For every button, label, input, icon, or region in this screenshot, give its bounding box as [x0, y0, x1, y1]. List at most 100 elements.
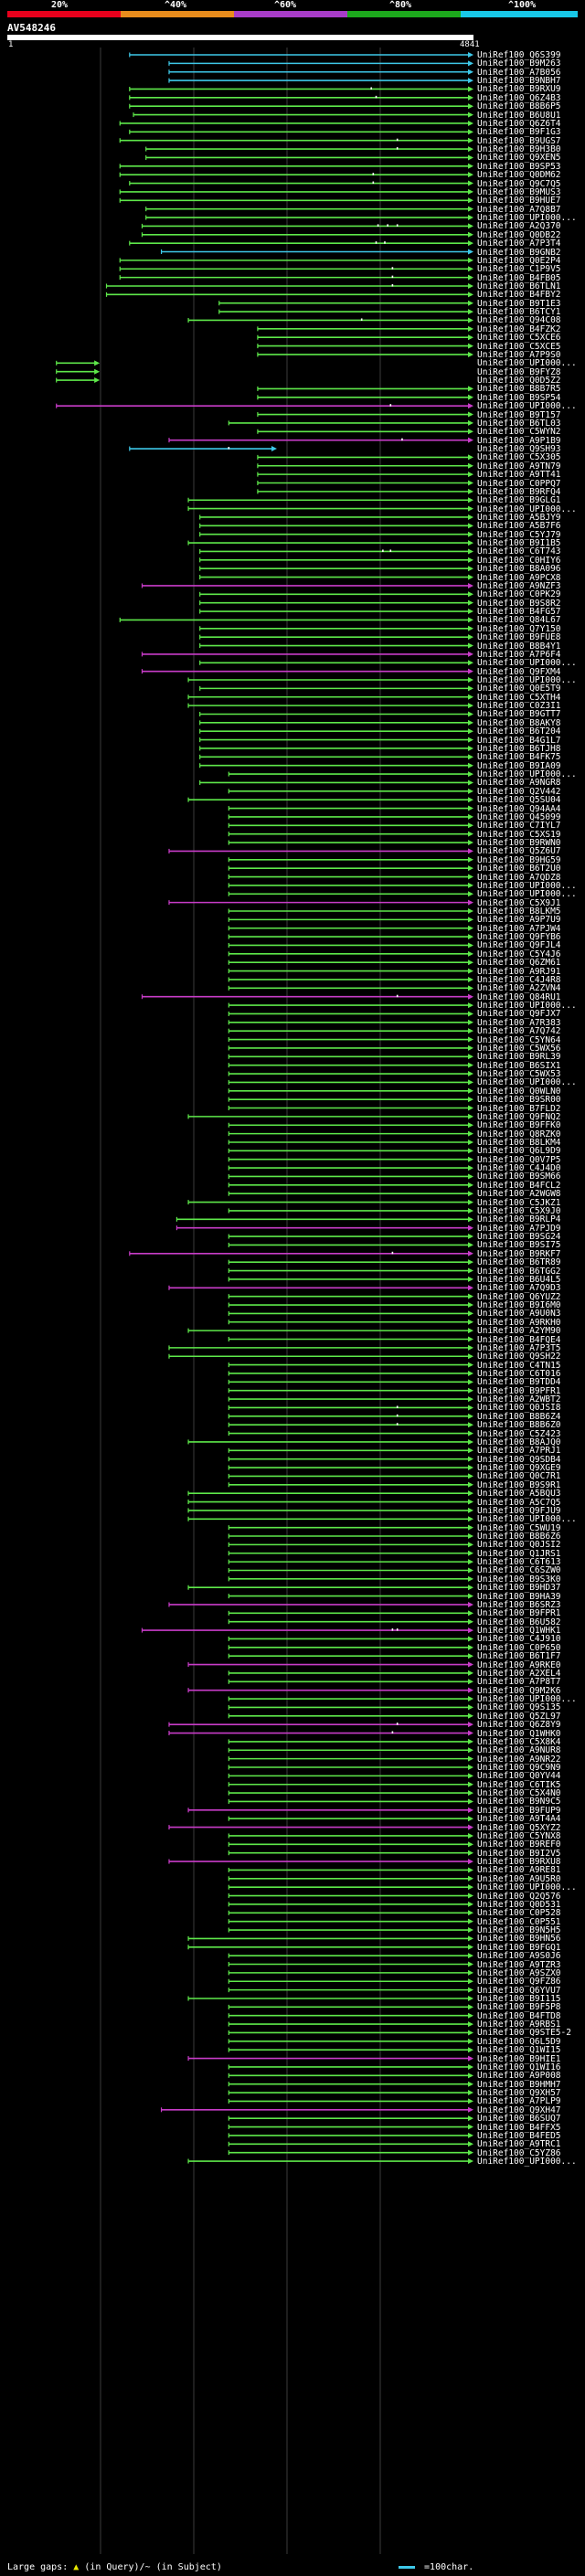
hit-label[interactable]: UniRef100_A7PRJ1: [477, 1446, 561, 1457]
hit-label[interactable]: UniRef100_B9M263: [477, 58, 561, 69]
hit-label[interactable]: UniRef100_Q9S135: [477, 1702, 561, 1713]
hit-label[interactable]: UniRef100_Q9SH22: [477, 1352, 561, 1362]
hit-row[interactable]: [228, 985, 473, 991]
hit-row[interactable]: [168, 437, 473, 443]
hit-row[interactable]: [133, 111, 473, 118]
hit-row[interactable]: [56, 368, 101, 375]
hit-label[interactable]: UniRef100_C5YN64: [477, 1034, 561, 1045]
hit-row[interactable]: [119, 617, 473, 623]
hit-row[interactable]: [257, 480, 473, 486]
hit-row[interactable]: [187, 1995, 473, 2001]
hit-row[interactable]: [228, 2090, 473, 2096]
hit-label[interactable]: UniRef100_A9RE81: [477, 1865, 561, 1876]
hit-label[interactable]: UniRef100_C5XS19: [477, 829, 561, 840]
hit-label[interactable]: UniRef100_A9U5R0: [477, 1873, 561, 1884]
hit-row[interactable]: [199, 779, 473, 786]
hit-row[interactable]: [228, 1430, 473, 1436]
hit-label[interactable]: UniRef100_Q0D531: [477, 1899, 561, 1910]
hit-row[interactable]: [228, 2021, 473, 2028]
hit-row[interactable]: [228, 813, 473, 820]
hit-row[interactable]: [228, 1173, 473, 1180]
hit-label[interactable]: UniRef100_A9RBS1: [477, 2019, 561, 2030]
hit-row[interactable]: [199, 685, 473, 692]
hit-row[interactable]: [119, 137, 473, 143]
hit-row[interactable]: [228, 1087, 473, 1094]
hit-row[interactable]: [105, 292, 473, 298]
hit-row[interactable]: [228, 2149, 473, 2156]
hit-row[interactable]: [228, 1182, 473, 1188]
hit-row[interactable]: [228, 874, 473, 880]
hit-label[interactable]: UniRef100_C6T743: [477, 546, 561, 557]
hit-label[interactable]: UniRef100_C5XTH4: [477, 692, 561, 703]
hit-row[interactable]: [228, 1875, 473, 1882]
hit-label[interactable]: UniRef100_C5WX53: [477, 1069, 561, 1080]
hit-row[interactable]: [168, 1353, 473, 1360]
hit-label[interactable]: UniRef100_B4FZK2: [477, 323, 561, 334]
hit-label[interactable]: UniRef100_Q6Z4B3: [477, 92, 561, 103]
hit-row[interactable]: [168, 848, 473, 854]
hit-row[interactable]: [228, 1054, 473, 1060]
hit-row[interactable]: [257, 334, 473, 341]
hit-label[interactable]: UniRef100_B4G1L7: [477, 735, 561, 746]
hit-row[interactable]: [228, 1387, 473, 1394]
hit-row[interactable]: [187, 677, 473, 684]
hit-row[interactable]: [228, 1867, 473, 1873]
hit-label[interactable]: UniRef100_B8B6Z4: [477, 1411, 561, 1422]
hit-row[interactable]: [199, 557, 473, 563]
hit-label[interactable]: UniRef100_Q1WHK1: [477, 1626, 561, 1637]
hit-label[interactable]: UniRef100_B9HD37: [477, 1583, 561, 1594]
hit-label[interactable]: UniRef100_C0P528: [477, 1908, 561, 1919]
hit-label[interactable]: UniRef100_C5X9J1: [477, 897, 561, 908]
hit-row[interactable]: [228, 831, 473, 837]
hit-label[interactable]: UniRef100_A7Q9D3: [477, 1283, 561, 1294]
hit-label[interactable]: UniRef100_Q9FNQ2: [477, 1111, 561, 1122]
hit-row[interactable]: [199, 719, 473, 726]
hit-row[interactable]: [257, 472, 473, 478]
hit-label[interactable]: UniRef100_A7P6F4: [477, 649, 561, 660]
hit-label[interactable]: UniRef100_Q6Z8Y9: [477, 1720, 561, 1731]
hit-row[interactable]: [187, 1507, 473, 1513]
hit-row[interactable]: [228, 1901, 473, 1907]
hit-label[interactable]: UniRef100_B8B6P5: [477, 101, 561, 112]
hit-label[interactable]: UniRef100_Q1WI15: [477, 2045, 561, 2056]
hit-row[interactable]: [168, 1722, 473, 1728]
hit-label[interactable]: UniRef100_Q0E5T9: [477, 684, 561, 694]
hit-label[interactable]: UniRef100_UPI000...: [477, 1882, 577, 1893]
hit-label[interactable]: UniRef100_B4FBY2: [477, 290, 561, 301]
hit-row[interactable]: [228, 1156, 473, 1162]
hit-label[interactable]: UniRef100_Q9FJL4: [477, 940, 561, 951]
hit-label[interactable]: UniRef100_A9U0N3: [477, 1309, 561, 1320]
hit-label[interactable]: UniRef100_B9N9C5: [477, 1797, 561, 1807]
hit-label[interactable]: UniRef100_A7PLP9: [477, 2096, 561, 2107]
hit-label[interactable]: UniRef100_B9I6M0: [477, 1300, 561, 1311]
hit-label[interactable]: UniRef100_Q0DM62: [477, 170, 561, 181]
hit-row[interactable]: [228, 2124, 473, 2130]
hit-row[interactable]: [228, 1002, 473, 1009]
hit-row[interactable]: [187, 505, 473, 512]
hit-label[interactable]: UniRef100_UPI000...: [477, 1514, 577, 1525]
hit-row[interactable]: [228, 1679, 473, 1685]
hit-row[interactable]: [187, 1585, 473, 1591]
hit-row[interactable]: [228, 1310, 473, 1317]
hit-label[interactable]: UniRef100_B9T1E3: [477, 298, 561, 309]
hit-row[interactable]: [228, 1019, 473, 1025]
hit-row[interactable]: [228, 1559, 473, 1565]
hit-label[interactable]: UniRef100_B9HA39: [477, 1591, 561, 1602]
hit-label[interactable]: UniRef100_Q84RU1: [477, 991, 561, 1002]
hit-label[interactable]: UniRef100_B9HMH7: [477, 2079, 561, 2090]
hit-row[interactable]: [228, 1336, 473, 1342]
hit-label[interactable]: UniRef100_B8AJQ0: [477, 1436, 561, 1447]
hit-label[interactable]: UniRef100_C5X4N0: [477, 1788, 561, 1799]
hit-label[interactable]: UniRef100_A2ZVN4: [477, 983, 561, 994]
hit-row[interactable]: [119, 172, 473, 178]
hit-label[interactable]: UniRef100_Q9C9N9: [477, 1763, 561, 1773]
hit-row[interactable]: [228, 1097, 473, 1103]
hit-row[interactable]: [199, 660, 473, 666]
hit-label[interactable]: UniRef100_A9P008: [477, 2071, 561, 2082]
hit-label[interactable]: UniRef100_C5WX56: [477, 1043, 561, 1054]
hit-label[interactable]: UniRef100_A9PCX8: [477, 572, 561, 583]
hit-row[interactable]: [199, 625, 473, 631]
hit-label[interactable]: UniRef100_UPI000...: [477, 401, 577, 412]
hit-row[interactable]: [228, 1276, 473, 1282]
hit-label[interactable]: UniRef100_C5JKZ1: [477, 1197, 561, 1208]
